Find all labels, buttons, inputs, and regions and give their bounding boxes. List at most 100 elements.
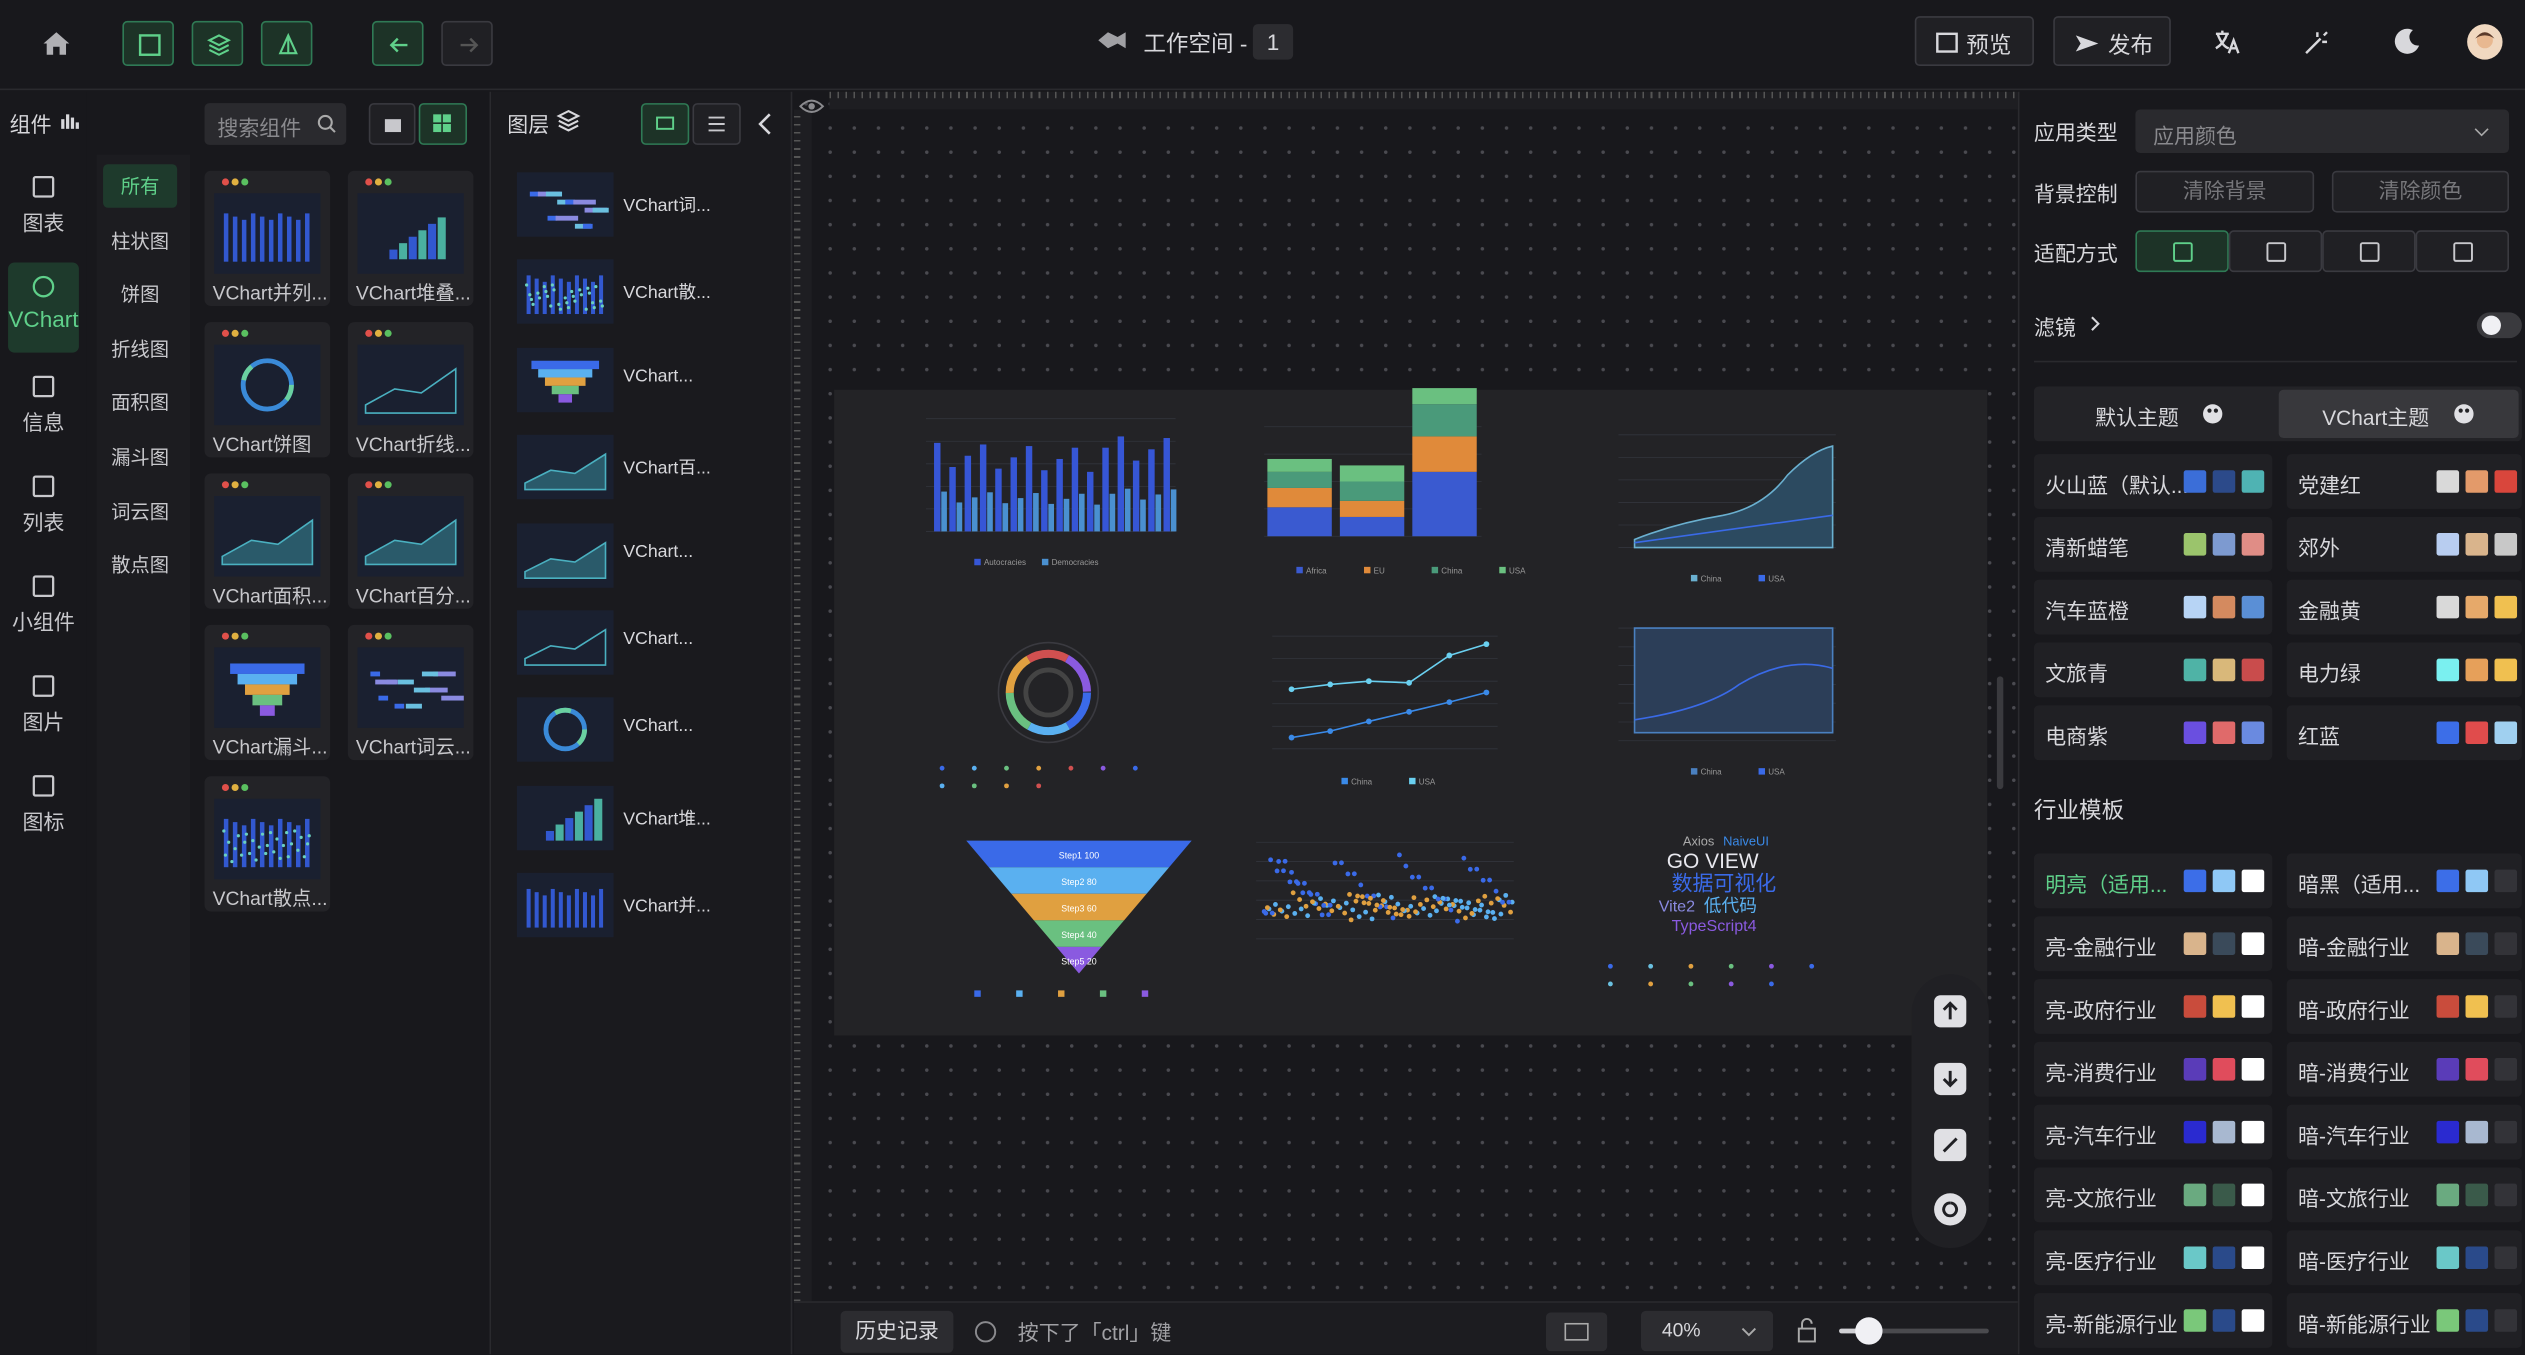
nav-label[interactable]: 图片 xyxy=(22,710,65,735)
theme-card[interactable]: 金融黄 xyxy=(2286,579,2522,635)
nav-label[interactable]: 图表 xyxy=(22,210,65,236)
icon xyxy=(2454,404,2474,424)
theme-card[interactable]: 汽车蓝橙 xyxy=(2033,579,2273,635)
category-item[interactable]: 饼图 xyxy=(120,283,160,307)
layer-item[interactable]: VChart... xyxy=(507,344,784,415)
nav-label[interactable]: 信息 xyxy=(22,410,65,435)
fit-option[interactable] xyxy=(2415,230,2510,273)
layer-item[interactable]: VChart词... xyxy=(507,169,784,240)
zoom-select[interactable]: 40% xyxy=(1640,1310,1774,1352)
component-card[interactable]: VChart漏斗... xyxy=(204,624,331,761)
fit-option[interactable] xyxy=(2135,230,2229,273)
thumb-ring xyxy=(543,708,587,752)
theme-card[interactable]: 党建红 xyxy=(2286,454,2522,509)
component-card[interactable]: VChart饼图 xyxy=(204,322,331,458)
history-button[interactable]: 历史记录 xyxy=(840,1310,954,1353)
fit-option[interactable] xyxy=(2228,230,2323,273)
theme-card[interactable]: 暗-汽车行业 xyxy=(2286,1104,2522,1160)
component-card[interactable]: VChart词云... xyxy=(347,624,474,761)
tool-button[interactable] xyxy=(1934,995,1967,1028)
workspace-number[interactable]: 1 xyxy=(1252,24,1294,60)
toolbar-toggle[interactable] xyxy=(260,20,313,67)
toolbar-toggle[interactable] xyxy=(191,20,244,67)
layer-item[interactable]: VChart... xyxy=(507,607,784,678)
preview-button[interactable]: 预览 xyxy=(1914,16,2034,67)
theme-card[interactable]: 暗-金融行业 xyxy=(2286,916,2522,972)
theme-card[interactable]: 电力绿 xyxy=(2286,642,2522,698)
theme-card[interactable]: 暗-政府行业 xyxy=(2286,979,2522,1034)
layer-view-toggle[interactable] xyxy=(640,103,690,145)
layer-item[interactable]: VChart百... xyxy=(507,432,784,503)
theme-card[interactable]: 亮-文旅行业 xyxy=(2033,1167,2273,1223)
theme-tab[interactable]: VChart主题 xyxy=(2278,389,2519,439)
theme-card[interactable]: 明亮（适用... xyxy=(2033,853,2273,909)
theme-card[interactable]: 暗-新能源行业 xyxy=(2286,1293,2522,1348)
nav-label[interactable]: 图标 xyxy=(22,810,65,835)
toolbar-toggle[interactable] xyxy=(122,20,174,67)
view-toggle[interactable] xyxy=(368,103,416,145)
chart-widget[interactable]: China USA xyxy=(1618,434,1836,584)
nav-label[interactable]: 小组件 xyxy=(12,610,75,635)
layer-item[interactable]: VChart并... xyxy=(507,870,784,941)
layer-item[interactable]: VChart堆... xyxy=(507,782,784,853)
clear-background-button[interactable]: 清除背景 xyxy=(2135,170,2315,213)
chart-widget[interactable]: Step1 100 Step2 80 Step3 60 Step4 40 Step5 2… xyxy=(966,840,1192,997)
component-card[interactable]: VChart面积... xyxy=(204,473,331,609)
theme-tab[interactable]: 默认主题 xyxy=(2037,390,2277,438)
theme-card[interactable]: 火山蓝（默认... xyxy=(2033,454,2273,509)
theme-card[interactable]: 亮-医疗行业 xyxy=(2033,1230,2273,1286)
theme-card[interactable]: 亮-汽车行业 xyxy=(2033,1104,2273,1160)
clear-color-button[interactable]: 清除颜色 xyxy=(2331,170,2510,213)
history-arrow[interactable] xyxy=(441,20,493,67)
layer-item[interactable]: VChart... xyxy=(507,520,784,591)
component-card[interactable]: VChart百分... xyxy=(347,473,474,609)
tool-button[interactable] xyxy=(1934,1062,1967,1096)
nav-label[interactable]: 列表 xyxy=(22,510,65,535)
app-type-select[interactable]: 应用颜色 xyxy=(2135,109,2510,153)
minimap-button[interactable] xyxy=(1545,1312,1608,1352)
theme-card[interactable]: 暗-消费行业 xyxy=(2286,1041,2522,1097)
theme-card[interactable]: 文旅青 xyxy=(2033,642,2273,698)
theme-card[interactable]: 电商紫 xyxy=(2033,705,2273,761)
fit-option[interactable] xyxy=(2322,230,2416,273)
layer-item[interactable]: VChart... xyxy=(507,695,784,766)
component-card[interactable]: VChart散点... xyxy=(204,776,331,912)
theme-card[interactable]: 亮-新能源行业 xyxy=(2033,1293,2273,1348)
chart-widget[interactable]: China USA xyxy=(1618,627,1836,777)
category-item[interactable]: 漏斗图 xyxy=(111,446,170,469)
theme-card[interactable]: 暗黑（适用... xyxy=(2286,853,2522,909)
tool-button[interactable] xyxy=(1934,1128,1967,1162)
history-arrow[interactable] xyxy=(372,20,424,67)
search-box[interactable]: 搜索组件 xyxy=(204,103,347,145)
component-card[interactable]: VChart堆叠... xyxy=(347,170,474,306)
theme-card[interactable]: 亮-消费行业 xyxy=(2033,1041,2273,1097)
category-item[interactable]: 折线图 xyxy=(111,337,170,361)
theme-card[interactable]: 清新蜡笔 xyxy=(2033,516,2273,572)
category-item[interactable]: 面积图 xyxy=(111,391,170,415)
chart-widget[interactable]: Africa EU China USA xyxy=(1264,388,1526,575)
chart-widget[interactable]: China USA xyxy=(1272,635,1498,786)
chart-widget[interactable]: Autocracies Democracies xyxy=(925,418,1177,568)
category-item[interactable]: 柱状图 xyxy=(111,229,170,253)
theme-card[interactable]: 郊外 xyxy=(2286,516,2522,572)
theme-card[interactable]: 暗-医疗行业 xyxy=(2286,1230,2522,1286)
component-card[interactable]: VChart并列... xyxy=(204,170,331,306)
chart-widget[interactable] xyxy=(939,641,1138,789)
nav-label[interactable]: VChart xyxy=(8,305,79,332)
zoom-slider-handle[interactable] xyxy=(1855,1317,1883,1345)
theme-card[interactable]: 亮-金融行业 xyxy=(2033,916,2273,972)
theme-card[interactable]: 红蓝 xyxy=(2286,705,2522,761)
tool-button[interactable] xyxy=(1934,1193,1967,1226)
category-item[interactable]: 所有 xyxy=(120,175,160,199)
publish-button[interactable]: 发布 xyxy=(2053,16,2171,67)
layer-item[interactable]: VChart散... xyxy=(507,257,784,328)
preview-label: 预览 xyxy=(1966,32,2012,58)
theme-card[interactable]: 亮-政府行业 xyxy=(2033,979,2273,1034)
chart-widget[interactable] xyxy=(1256,841,1515,940)
theme-card[interactable]: 暗-文旅行业 xyxy=(2286,1167,2522,1223)
category-item[interactable]: 散点图 xyxy=(111,554,170,577)
category-item[interactable]: 词云图 xyxy=(111,500,170,523)
view-toggle[interactable] xyxy=(418,103,468,145)
component-card[interactable]: VChart折线... xyxy=(347,322,474,458)
